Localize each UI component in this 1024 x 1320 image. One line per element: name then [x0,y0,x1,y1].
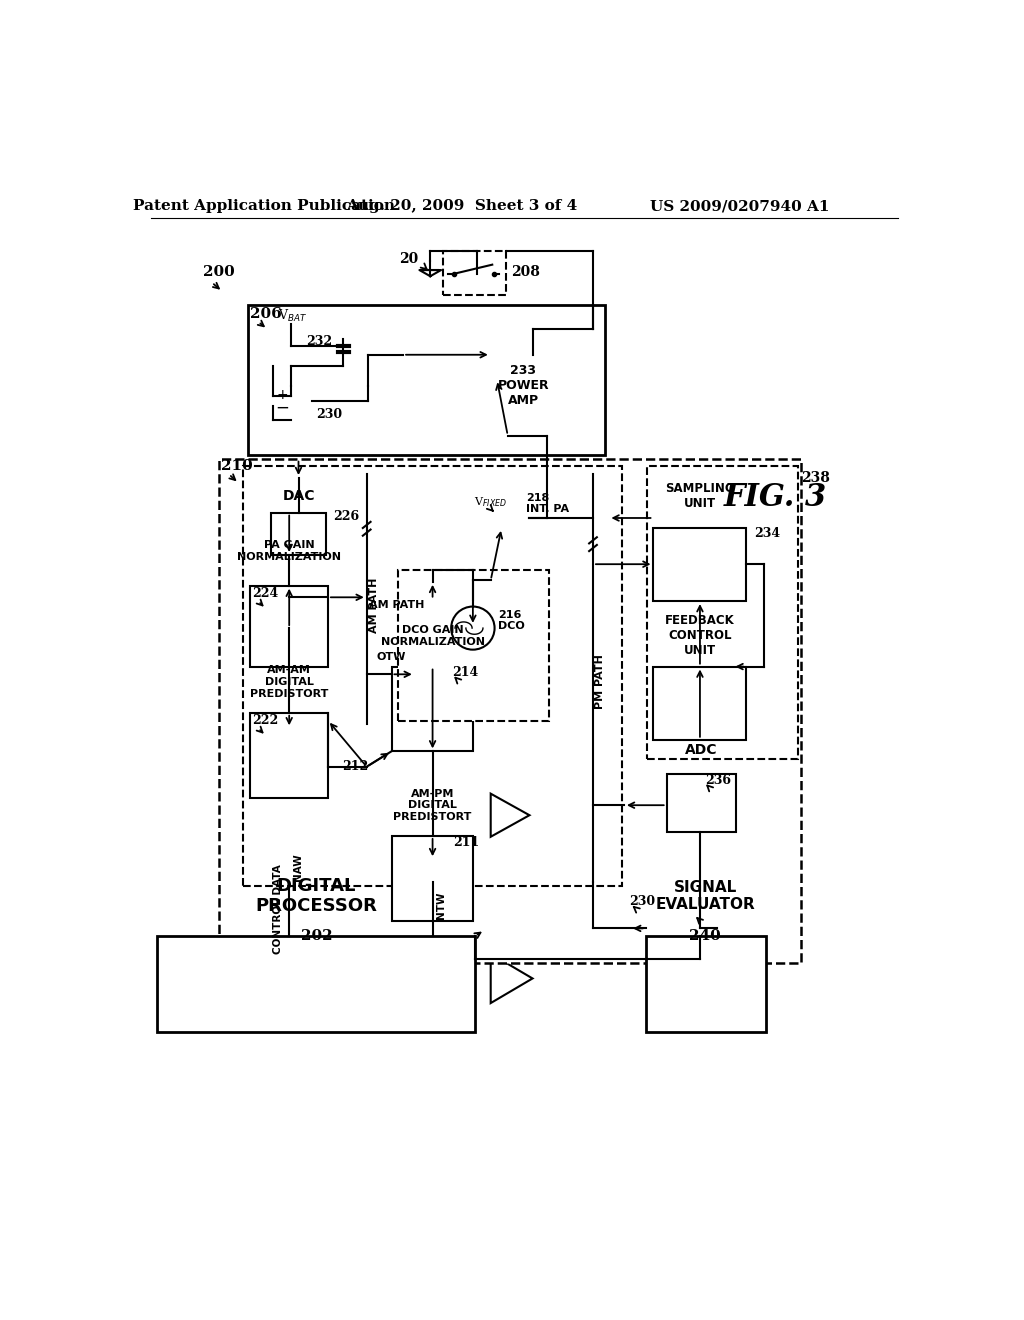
Text: Patent Application Publication: Patent Application Publication [133,199,394,213]
Text: 234: 234 [755,527,780,540]
Text: 222: 222 [252,714,279,727]
Text: Aug. 20, 2009  Sheet 3 of 4: Aug. 20, 2009 Sheet 3 of 4 [346,199,577,213]
Text: OTW: OTW [376,652,406,663]
Text: 218
INT. PA: 218 INT. PA [526,492,569,515]
Text: DAC: DAC [283,488,314,503]
FancyBboxPatch shape [251,586,328,667]
Text: V$_{BAT}$: V$_{BAT}$ [278,308,307,325]
FancyBboxPatch shape [391,667,473,751]
Text: PA GAIN
NORMALIZATION: PA GAIN NORMALIZATION [238,540,341,562]
Text: SAMPLING
UNIT: SAMPLING UNIT [666,482,735,510]
Text: DIGITAL
PROCESSOR: DIGITAL PROCESSOR [255,876,377,916]
Text: 233
POWER
AMP: 233 POWER AMP [498,364,549,407]
Text: 20: 20 [399,252,419,267]
Text: SIGNAL
EVALUATOR: SIGNAL EVALUATOR [655,880,756,912]
Text: NTW: NTW [436,891,446,919]
Text: 211: 211 [454,836,480,849]
Text: 210: 210 [221,459,253,474]
FancyBboxPatch shape [667,775,736,832]
Text: 212: 212 [342,760,369,774]
Text: 230: 230 [629,895,654,908]
Text: 240: 240 [689,929,721,942]
FancyBboxPatch shape [219,459,801,964]
FancyBboxPatch shape [397,570,549,721]
Text: 232: 232 [306,335,332,348]
Text: AM-AM
DIGITAL
PREDISTORT: AM-AM DIGITAL PREDISTORT [250,665,329,698]
FancyBboxPatch shape [442,251,506,296]
Text: +: + [276,388,288,401]
Text: 230: 230 [316,408,342,421]
Text: 206: 206 [251,308,283,321]
Text: NAW: NAW [293,853,303,880]
Text: 200: 200 [203,265,234,280]
Text: 216
DCO: 216 DCO [499,610,525,631]
FancyBboxPatch shape [647,466,799,759]
FancyBboxPatch shape [271,512,326,554]
Text: 224: 224 [252,587,279,601]
Text: 208: 208 [511,265,540,280]
Text: 202: 202 [300,929,332,942]
Text: 236: 236 [706,774,731,787]
FancyBboxPatch shape [646,936,766,1032]
FancyBboxPatch shape [248,305,604,455]
Text: DCO GAIN
NORMALIZATION: DCO GAIN NORMALIZATION [381,624,484,647]
Text: AM PATH: AM PATH [369,601,424,610]
Text: AM-PM
DIGITAL
PREDISTORT: AM-PM DIGITAL PREDISTORT [393,788,472,822]
Text: −: − [275,399,289,417]
Text: FIG. 3: FIG. 3 [724,482,826,512]
FancyBboxPatch shape [391,836,473,921]
Text: AM PATH: AM PATH [369,577,379,632]
FancyBboxPatch shape [653,667,746,739]
Text: FEEDBACK
CONTROL
UNIT: FEEDBACK CONTROL UNIT [665,614,735,657]
FancyBboxPatch shape [653,528,746,601]
Text: 238: 238 [801,471,829,484]
Text: 214: 214 [452,667,478,680]
Text: ADC: ADC [685,743,718,756]
FancyBboxPatch shape [158,936,475,1032]
Text: V$_{FIXED}$: V$_{FIXED}$ [474,495,507,508]
Text: PM PATH: PM PATH [595,655,605,709]
Text: US 2009/0207940 A1: US 2009/0207940 A1 [650,199,830,213]
Text: 226: 226 [334,510,359,523]
FancyBboxPatch shape [243,466,623,886]
FancyBboxPatch shape [251,713,328,797]
Text: CONTROL DATA: CONTROL DATA [273,865,283,954]
